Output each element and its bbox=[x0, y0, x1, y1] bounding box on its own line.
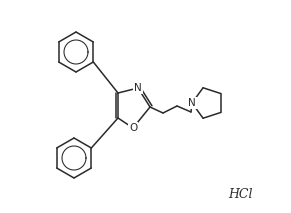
Text: O: O bbox=[129, 123, 137, 133]
Text: HCl: HCl bbox=[228, 189, 252, 201]
Text: N: N bbox=[134, 83, 142, 93]
Text: N: N bbox=[188, 98, 196, 108]
Text: N: N bbox=[134, 83, 142, 93]
Text: O: O bbox=[129, 123, 137, 133]
